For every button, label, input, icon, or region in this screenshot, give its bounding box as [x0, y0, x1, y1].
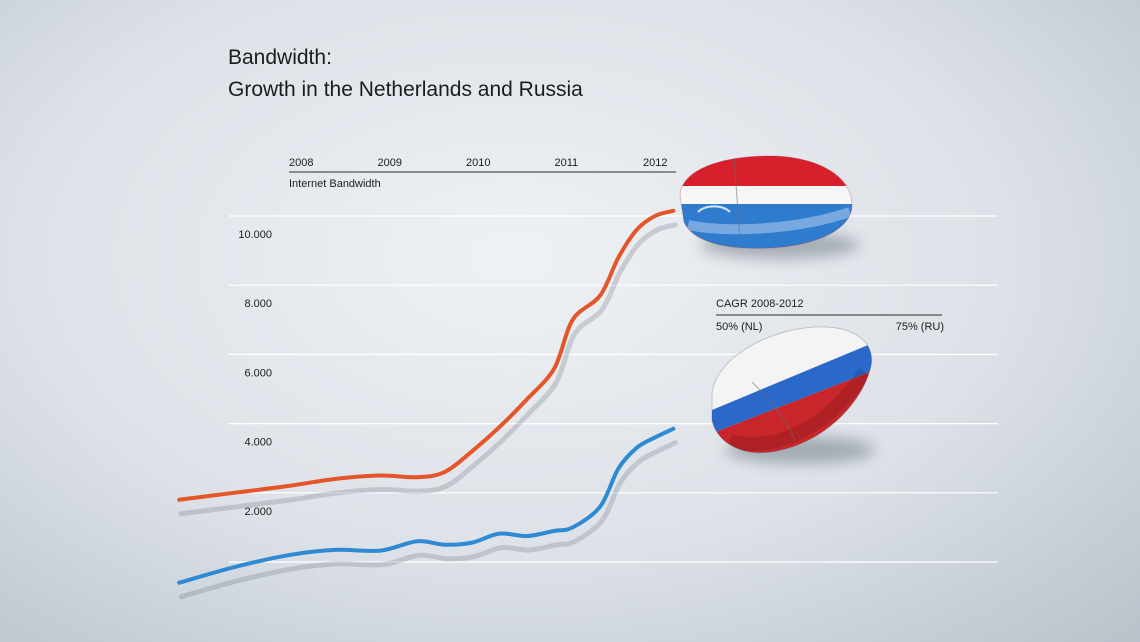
year-tick-label: 2008: [289, 157, 313, 169]
series-line-ru: [177, 426, 676, 585]
series-shadow: [178, 440, 678, 600]
year-axis-label: Internet Bandwidth: [289, 178, 381, 190]
y-axis-ticks: 2.000 4.000 6.000 8.000 10.000: [238, 229, 272, 518]
y-tick-label: 10.000: [238, 229, 272, 241]
y-tick-label: 8.000: [244, 298, 272, 310]
gridlines: [229, 215, 998, 563]
year-axis-labels: 2008 2009 2010 2011 2012: [289, 157, 667, 169]
cagr-ru: 75% (RU): [896, 321, 944, 333]
year-tick-label: 2012: [643, 157, 667, 169]
ru-mouse-icon: [711, 326, 875, 464]
series-line-nl: [177, 208, 676, 502]
cagr-nl: 50% (NL): [716, 321, 762, 333]
year-tick-label: 2011: [555, 157, 579, 169]
year-tick-label: 2010: [466, 157, 490, 169]
chart-title: Bandwidth:: [228, 46, 332, 69]
y-tick-label: 4.000: [244, 437, 272, 449]
nl-mouse-icon: [679, 155, 860, 259]
year-tick-label: 2009: [378, 157, 402, 169]
y-tick-label: 2.000: [244, 506, 272, 518]
y-tick-label: 6.000: [244, 367, 272, 379]
cagr-label: CAGR 2008-2012: [716, 298, 803, 310]
series-lines: [177, 208, 678, 600]
series-shadow: [178, 222, 678, 517]
chart-subtitle: Growth in the Netherlands and Russia: [228, 78, 583, 101]
